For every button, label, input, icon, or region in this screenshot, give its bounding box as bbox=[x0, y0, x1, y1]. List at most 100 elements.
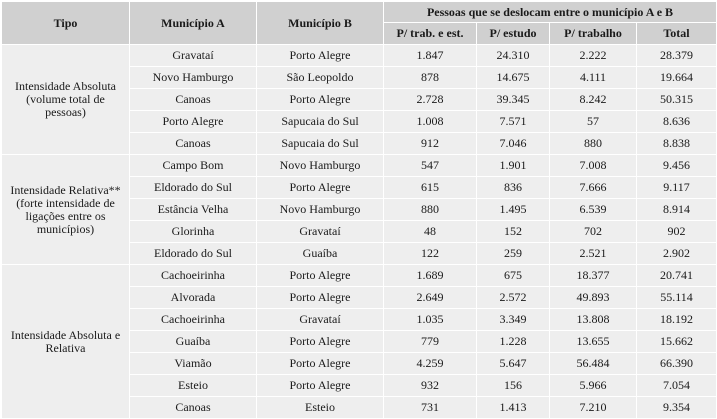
cell-trabalho: 880 bbox=[549, 132, 637, 155]
cell-trabalho: 56.484 bbox=[549, 352, 637, 375]
cell-trab-est: 1.035 bbox=[383, 308, 477, 331]
cell-municipio-b: Porto Alegre bbox=[256, 44, 384, 67]
cell-estudo: 3.349 bbox=[476, 308, 550, 331]
cell-municipio-b: Porto Alegre bbox=[256, 286, 384, 309]
cell-estudo: 7.571 bbox=[476, 110, 550, 133]
cell-total: 66.390 bbox=[636, 352, 717, 375]
cell-estudo: 1.228 bbox=[476, 330, 550, 353]
cell-municipio-b: Porto Alegre bbox=[256, 176, 384, 199]
cell-trab-est: 878 bbox=[383, 66, 477, 89]
cell-trab-est: 779 bbox=[383, 330, 477, 353]
header-municipio-a: Município A bbox=[129, 1, 257, 45]
cell-trabalho: 18.377 bbox=[549, 264, 637, 287]
cell-municipio-a: Eldorado do Sul bbox=[129, 242, 257, 265]
cell-municipio-a: Eldorado do Sul bbox=[129, 176, 257, 199]
cell-trabalho: 7.008 bbox=[549, 154, 637, 177]
cell-trabalho: 702 bbox=[549, 220, 637, 243]
cell-trab-est: 731 bbox=[383, 396, 477, 419]
cell-municipio-b: Porto Alegre bbox=[256, 330, 384, 353]
cell-trabalho: 49.893 bbox=[549, 286, 637, 309]
header-trab-est: P/ trab. e est. bbox=[383, 22, 477, 45]
header-trabalho: P/ trabalho bbox=[549, 22, 637, 45]
table-row: Eldorado do Sul Guaíba 122 259 2.521 2.9… bbox=[2, 242, 717, 265]
cell-trab-est: 122 bbox=[383, 242, 477, 265]
cell-estudo: 24.310 bbox=[476, 44, 550, 67]
cell-trab-est: 547 bbox=[383, 154, 477, 177]
cell-municipio-b: Gravataí bbox=[256, 220, 384, 243]
cell-municipio-b: Guaíba bbox=[256, 242, 384, 265]
cell-trabalho: 57 bbox=[549, 110, 637, 133]
header-estudo: P/ estudo bbox=[476, 22, 550, 45]
cell-trabalho: 8.242 bbox=[549, 88, 637, 111]
cell-total: 9.117 bbox=[636, 176, 717, 199]
cell-trabalho: 13.808 bbox=[549, 308, 637, 331]
cell-trab-est: 1.689 bbox=[383, 264, 477, 287]
cell-trab-est: 2.728 bbox=[383, 88, 477, 111]
cell-estudo: 1.901 bbox=[476, 154, 550, 177]
cell-estudo: 675 bbox=[476, 264, 550, 287]
table-row: Viamão Porto Alegre 4.259 5.647 56.484 6… bbox=[2, 352, 717, 375]
cell-trabalho: 2.521 bbox=[549, 242, 637, 265]
cell-total: 18.192 bbox=[636, 308, 717, 331]
cell-total: 9.456 bbox=[636, 154, 717, 177]
cell-municipio-b: Sapucaia do Sul bbox=[256, 110, 384, 133]
cell-estudo: 259 bbox=[476, 242, 550, 265]
cell-municipio-a: Cachoeirinha bbox=[129, 264, 257, 287]
cell-total: 19.664 bbox=[636, 66, 717, 89]
cell-trab-est: 4.259 bbox=[383, 352, 477, 375]
cell-total: 8.914 bbox=[636, 198, 717, 221]
cell-trabalho: 2.222 bbox=[549, 44, 637, 67]
cell-trab-est: 2.649 bbox=[383, 286, 477, 309]
cell-estudo: 836 bbox=[476, 176, 550, 199]
cell-trab-est: 912 bbox=[383, 132, 477, 155]
cell-municipio-a: Cachoeirinha bbox=[129, 308, 257, 331]
cell-trab-est: 615 bbox=[383, 176, 477, 199]
cell-municipio-b: Porto Alegre bbox=[256, 374, 384, 397]
table-header: Tipo Município A Município B Pessoas que… bbox=[1, 1, 717, 45]
cell-municipio-b: Esteio bbox=[256, 396, 384, 419]
cell-municipio-b: Gravataí bbox=[256, 308, 384, 331]
cell-trabalho: 7.210 bbox=[549, 396, 637, 419]
cell-estudo: 1.413 bbox=[476, 396, 550, 419]
cell-trabalho: 4.111 bbox=[549, 66, 637, 89]
cell-estudo: 14.675 bbox=[476, 66, 550, 89]
table-row: Canoas Sapucaia do Sul 912 7.046 880 8.8… bbox=[2, 132, 717, 155]
cell-trabalho: 7.666 bbox=[549, 176, 637, 199]
cell-trabalho: 5.966 bbox=[549, 374, 637, 397]
table-row: Cachoeirinha Gravataí 1.035 3.349 13.808… bbox=[2, 308, 717, 331]
table-body: Intensidade Absoluta (volume total de pe… bbox=[1, 44, 717, 419]
table-row: Estância Velha Novo Hamburgo 880 1.495 6… bbox=[2, 198, 717, 221]
cell-trab-est: 1.008 bbox=[383, 110, 477, 133]
cell-trab-est: 48 bbox=[383, 220, 477, 243]
cell-total: 55.114 bbox=[636, 286, 717, 309]
header-tipo: Tipo bbox=[1, 1, 130, 45]
table-row: Porto Alegre Sapucaia do Sul 1.008 7.571… bbox=[2, 110, 717, 133]
table-row: Eldorado do Sul Porto Alegre 615 836 7.6… bbox=[2, 176, 717, 199]
cell-total: 902 bbox=[636, 220, 717, 243]
cell-municipio-b: Novo Hamburgo bbox=[256, 154, 384, 177]
cell-total: 50.315 bbox=[636, 88, 717, 111]
header-municipio-b: Município B bbox=[256, 1, 384, 45]
cell-municipio-a: Canoas bbox=[129, 132, 257, 155]
cell-trab-est: 1.847 bbox=[383, 44, 477, 67]
group-tipo-absoluta-relativa: Intensidade Absoluta e Relativa bbox=[1, 264, 130, 419]
header-group: Pessoas que se deslocam entre o municípi… bbox=[383, 1, 717, 23]
table-row: Alvorada Porto Alegre 2.649 2.572 49.893… bbox=[2, 286, 717, 309]
cell-municipio-a: Alvorada bbox=[129, 286, 257, 309]
cell-total: 8.838 bbox=[636, 132, 717, 155]
cell-municipio-b: Novo Hamburgo bbox=[256, 198, 384, 221]
group-tipo-absoluta: Intensidade Absoluta (volume total de pe… bbox=[1, 44, 130, 155]
cell-municipio-a: Viamão bbox=[129, 352, 257, 375]
cell-trabalho: 13.655 bbox=[549, 330, 637, 353]
cell-municipio-a: Porto Alegre bbox=[129, 110, 257, 133]
header-total: Total bbox=[636, 22, 717, 45]
cell-municipio-a: Esteio bbox=[129, 374, 257, 397]
cell-municipio-b: São Leopoldo bbox=[256, 66, 384, 89]
table-row: Intensidade Relativa** (forte intensidad… bbox=[1, 154, 717, 265]
cell-total: 8.636 bbox=[636, 110, 717, 133]
group-tipo-relativa: Intensidade Relativa** (forte intensidad… bbox=[1, 154, 130, 265]
cell-total: 2.902 bbox=[636, 242, 717, 265]
cell-estudo: 5.647 bbox=[476, 352, 550, 375]
cell-total: 20.741 bbox=[636, 264, 717, 287]
